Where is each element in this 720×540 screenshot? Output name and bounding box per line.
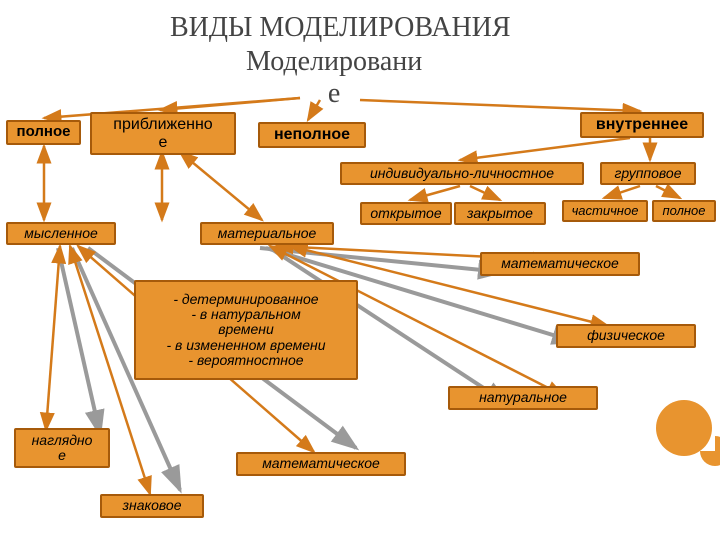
sub-title: Моделирование <box>246 46 422 110</box>
node-label: закрытое <box>467 206 533 221</box>
node-nepolnoe: неполное <box>258 122 366 148</box>
node-naturalnoe: натуральное <box>448 386 598 410</box>
node-polnoe2: полное <box>652 200 716 222</box>
node-priblizh: приближенное <box>90 112 236 155</box>
node-label: внутреннее <box>596 116 688 134</box>
node-label: математическое <box>262 456 380 471</box>
node-label: - детерминированное- в натуральномвремен… <box>166 292 325 369</box>
node-fizich: физическое <box>556 324 696 348</box>
node-matemat2: математическое <box>236 452 406 476</box>
decor-pie <box>700 436 720 466</box>
node-label: полное <box>17 124 71 141</box>
node-matemat1: математическое <box>480 252 640 276</box>
node-otkrytoe: открытое <box>360 202 452 225</box>
node-znakovoe: знаковое <box>100 494 204 518</box>
node-label: групповое <box>615 166 682 181</box>
node-chastichnoe: частичное <box>562 200 648 222</box>
node-label: неполное <box>274 126 350 144</box>
node-label: индивидуально-личностное <box>370 166 554 181</box>
node-label: материальное <box>218 226 317 241</box>
node-polnoe: полное <box>6 120 81 145</box>
node-myslennoe: мысленное <box>6 222 116 245</box>
node-label: полное <box>662 204 705 218</box>
main-title: ВИДЫ МОДЕЛИРОВАНИЯ <box>170 12 511 44</box>
node-label: физическое <box>587 328 665 343</box>
node-label: знаковое <box>123 498 182 513</box>
node-label: открытое <box>370 206 441 221</box>
node-label: приближенное <box>113 116 212 151</box>
node-label: частичное <box>572 204 639 218</box>
node-label: мысленное <box>24 226 98 241</box>
node-naglyadnoe: наглядное <box>14 428 110 468</box>
node-materialnoe: материальное <box>200 222 334 245</box>
node-gruppovoe: групповое <box>600 162 696 185</box>
node-determined: - детерминированное- в натуральномвремен… <box>134 280 358 380</box>
node-label: наглядное <box>32 433 93 464</box>
node-label: математическое <box>501 256 619 271</box>
node-zakrytoe: закрытое <box>454 202 546 225</box>
node-individ: индивидуально-личностное <box>340 162 584 185</box>
node-label: натуральное <box>479 390 567 405</box>
node-vnutrennee: внутреннее <box>580 112 704 138</box>
